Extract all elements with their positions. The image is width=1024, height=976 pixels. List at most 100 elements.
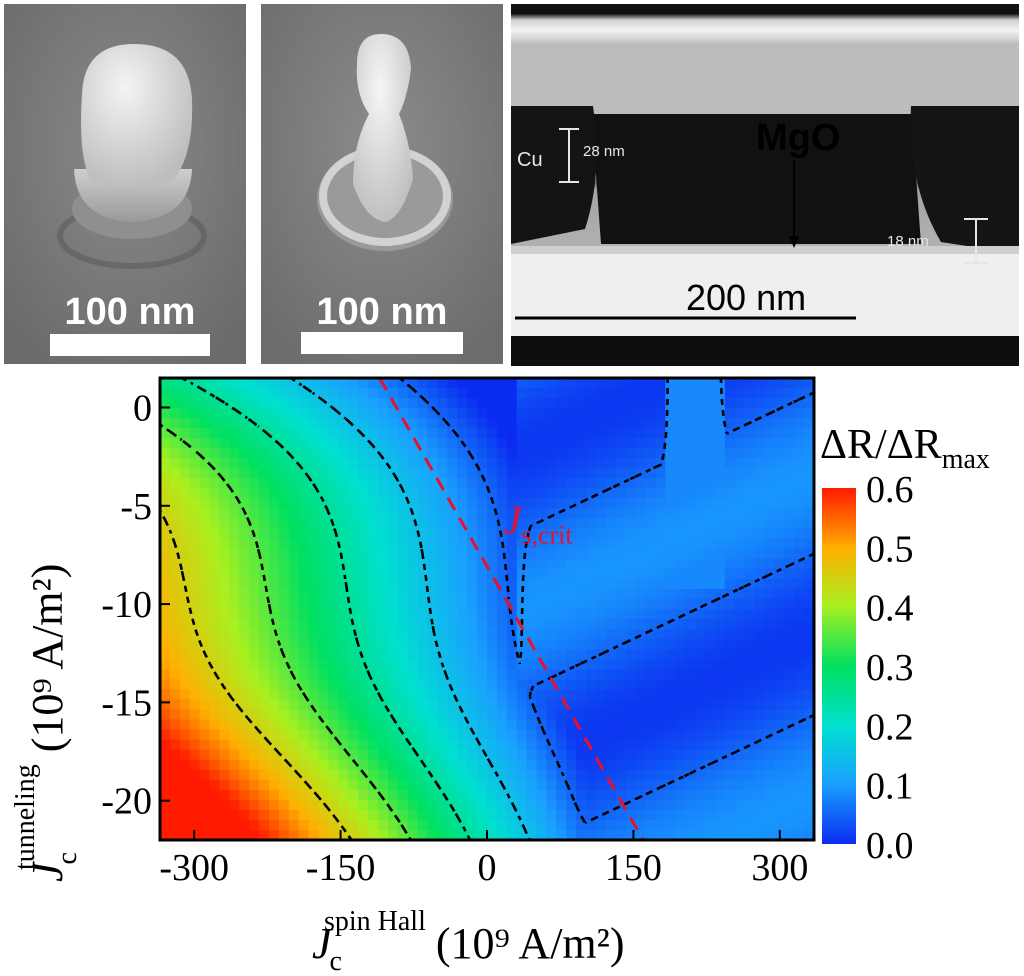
heatmap-cell [378, 458, 389, 469]
heatmap-cell [298, 699, 310, 711]
heatmap-cell [526, 408, 538, 419]
heatmap-cell [417, 528, 429, 540]
heatmap-cell [179, 458, 191, 469]
heatmap-cell [724, 428, 736, 439]
heatmap-cell [695, 468, 706, 480]
heatmap-cell [397, 769, 409, 781]
heatmap-cell [160, 378, 171, 389]
heatmap-cell [358, 629, 369, 640]
heatmap-cell [487, 819, 498, 831]
heatmap-cell [506, 659, 518, 670]
heatmap-cell [516, 568, 528, 580]
heatmap-cell [467, 789, 478, 801]
heatmap-cell [249, 438, 260, 449]
heatmap-cell [804, 819, 814, 831]
heatmap-cell [487, 548, 498, 560]
heatmap-cell [288, 598, 300, 610]
heatmap-cell [764, 799, 775, 811]
heatmap-cell [506, 458, 518, 469]
heatmap-cell [596, 739, 607, 751]
heatmap-cell [209, 629, 221, 640]
heatmap-cell [457, 398, 468, 409]
heatmap-cell [804, 809, 814, 821]
heatmap-cell [229, 689, 240, 700]
heatmap-cell [328, 639, 339, 650]
heatmap-cell [665, 799, 676, 811]
heatmap-cell [358, 518, 369, 530]
heatmap-cell [457, 538, 468, 550]
heatmap-cell [477, 649, 488, 660]
heatmap-cell [794, 789, 805, 801]
heatmap-cell [546, 719, 557, 731]
heatmap-cell [427, 729, 439, 741]
heatmap-cell [744, 789, 756, 801]
heatmap-cell [318, 428, 330, 439]
heatmap-cell [556, 518, 567, 530]
heatmap-cell [348, 548, 359, 560]
heatmap-cell [665, 378, 676, 389]
heatmap-cell [804, 619, 814, 630]
heatmap-cell [457, 679, 468, 690]
heatmap-cell [487, 829, 498, 840]
heatmap-cell [457, 548, 468, 560]
heatmap-cell [496, 679, 508, 690]
heatmap-cell [169, 669, 181, 680]
heatmap-cell [160, 508, 171, 520]
heatmap-cell [695, 578, 706, 590]
heatmap-cell [288, 709, 300, 721]
heatmap-cell [744, 398, 756, 409]
heatmap-cell [774, 819, 785, 831]
heatmap-cell [378, 578, 389, 590]
heatmap-cell [288, 418, 300, 429]
heatmap-cell [387, 789, 399, 801]
heatmap-cell [605, 488, 617, 500]
heatmap-cell [615, 749, 627, 761]
heatmap-cell [298, 598, 310, 610]
heatmap-cell [685, 769, 696, 781]
heatmap-cell [328, 699, 339, 711]
heatmap-cell [199, 699, 211, 711]
heatmap-cell [516, 739, 528, 751]
heatmap-cell [189, 458, 201, 469]
heatmap-cell [714, 458, 726, 469]
heatmap-cell [506, 689, 518, 700]
heatmap-cell [744, 809, 756, 821]
heatmap-cell [744, 458, 756, 469]
heatmap-cell [556, 789, 567, 801]
heatmap-cell [437, 558, 448, 570]
heatmap-cell [387, 809, 399, 821]
heatmap-cell [605, 498, 617, 510]
heatmap-cell [675, 568, 686, 580]
heatmap-cell [546, 458, 557, 469]
heatmap-cell [348, 639, 359, 650]
heatmap-cell [269, 759, 280, 771]
heatmap-cell [526, 689, 538, 700]
heatmap-cell [229, 749, 240, 761]
heatmap-cell [804, 378, 814, 389]
heatmap-cell [526, 478, 538, 490]
heatmap-cell [556, 689, 567, 700]
heatmap-cell [734, 789, 746, 801]
heatmap-cell [516, 749, 528, 761]
heatmap-cell [625, 709, 637, 721]
heatmap-cell [605, 578, 617, 590]
heatmap-cell [705, 388, 716, 399]
heatmap-cell [645, 829, 657, 840]
sem-image-2: 100 nm [261, 4, 503, 364]
heatmap-cell [714, 468, 726, 480]
heatmap-cell [496, 598, 508, 610]
heatmap-cell [714, 769, 726, 781]
heatmap-cell [724, 649, 736, 660]
heatmap-cell [804, 468, 814, 480]
heatmap-cell [437, 739, 448, 751]
heatmap-cell [308, 558, 320, 570]
heatmap-cell [447, 769, 458, 781]
heatmap-cell [536, 649, 548, 660]
heatmap-cell [278, 588, 290, 600]
heatmap-cell [447, 528, 458, 540]
heatmap-cell [804, 639, 814, 650]
heatmap-cell [635, 789, 647, 801]
heatmap-cell [516, 518, 528, 530]
heatmap-cell [516, 699, 528, 711]
tem-electrode-label: Cu [517, 149, 543, 171]
